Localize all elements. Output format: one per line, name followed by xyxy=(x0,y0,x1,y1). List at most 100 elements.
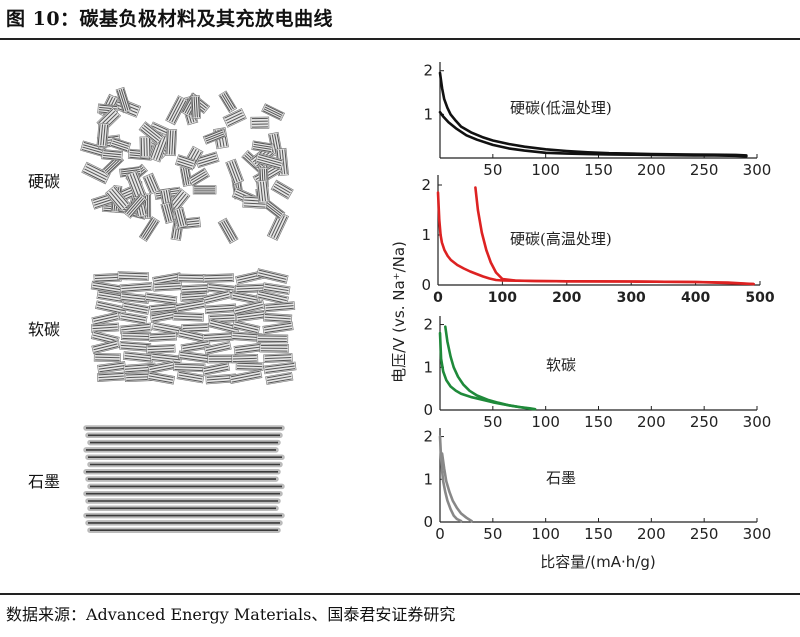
figure-title: 图 10：碳基负极材料及其充放电曲线 xyxy=(6,8,334,30)
y-tick-label: 2 xyxy=(423,62,433,80)
graphite-stack xyxy=(207,318,241,335)
x-tick-label: 300 xyxy=(743,525,772,543)
graphite-stack xyxy=(264,301,296,313)
graphite-stack xyxy=(139,136,152,158)
series-line-2 xyxy=(440,452,474,523)
x-tick-label: 300 xyxy=(617,290,646,306)
graphite-stack xyxy=(265,371,294,385)
label-soft-carbon: 软碳 xyxy=(28,320,61,339)
x-tick-label: 150 xyxy=(584,413,613,431)
y-tick-label: 1 xyxy=(423,105,433,123)
graphite-stack xyxy=(90,280,123,295)
data-source: 数据来源：Advanced Energy Materials、国泰君安证券研究 xyxy=(6,605,456,624)
graphite-stack xyxy=(192,185,217,195)
graphite-stack xyxy=(105,185,131,212)
x-tick-label: 200 xyxy=(552,290,581,306)
graphite-stack xyxy=(121,301,150,315)
graphite-stack xyxy=(222,108,247,128)
curve-annotation: 石墨 xyxy=(546,469,576,487)
graphite-stack xyxy=(179,165,193,187)
graphite-stack xyxy=(202,128,227,145)
x-tick-label: 200 xyxy=(637,161,666,179)
graphite-stack xyxy=(173,362,206,373)
graphite-stack xyxy=(123,193,148,219)
graphite-stack xyxy=(93,272,122,283)
graphite-stack xyxy=(172,206,188,229)
graphite-stack xyxy=(256,179,270,204)
graphite-stack xyxy=(205,373,237,385)
graphite-stack xyxy=(263,353,293,364)
graphite-stack xyxy=(202,273,235,283)
graphite-stack xyxy=(218,90,238,114)
y-tick-label: 1 xyxy=(423,358,433,376)
graphite-stack xyxy=(101,148,124,162)
graphite-stack xyxy=(229,369,263,384)
graphite-stack xyxy=(217,217,239,244)
graphite-stack xyxy=(255,152,285,170)
soft-carbon-illustration xyxy=(90,268,297,385)
graphite-stack xyxy=(207,354,237,364)
graphite-stack xyxy=(146,343,176,354)
structure-illustrations xyxy=(80,86,297,533)
curve-annotation: 软碳 xyxy=(546,356,576,374)
graphite-stack xyxy=(235,361,264,371)
graphite-stack xyxy=(259,343,289,353)
graphite-stack xyxy=(230,331,263,343)
graphite-stack xyxy=(261,103,285,121)
curve-annotation: 硬碳(高温处理) xyxy=(510,230,612,248)
chart-panel-1: 50 100 150 200 250 300 1 2 硬碳(低温处理) xyxy=(423,62,771,179)
graphite-stack xyxy=(96,122,110,148)
graphite-stack xyxy=(172,311,204,322)
series-line-2 xyxy=(438,110,748,158)
graphite-stack xyxy=(176,370,205,384)
graphite-stack xyxy=(165,95,188,126)
graphite-stack xyxy=(174,154,197,171)
x-tick-label: 100 xyxy=(531,525,560,543)
graphite-stack xyxy=(190,95,201,119)
x-tick-label: 250 xyxy=(690,525,719,543)
graphite-stack xyxy=(97,361,127,374)
curve-annotation: 硬碳(低温处理) xyxy=(510,99,612,117)
graphite-stack xyxy=(148,331,178,342)
graphite-stack xyxy=(165,128,178,157)
hard-carbon-illustration xyxy=(80,86,294,244)
label-graphite: 石墨 xyxy=(28,472,61,491)
graphite-stack xyxy=(225,158,245,185)
graphite-stack xyxy=(255,289,289,306)
x-tick-label: 150 xyxy=(584,161,613,179)
graphite-stack xyxy=(109,136,132,153)
graphite-stack xyxy=(96,371,126,382)
graphite-stack xyxy=(262,282,291,296)
graphite-stack xyxy=(117,271,149,281)
x-tick-label: 250 xyxy=(690,413,719,431)
graphite-stack xyxy=(96,290,125,304)
graphite-stack xyxy=(90,322,120,333)
graphite-stack xyxy=(235,309,267,323)
graphite-stack xyxy=(180,291,208,302)
graphite-stack xyxy=(91,311,120,326)
x-tick-label: 500 xyxy=(745,290,774,306)
graphite-stack xyxy=(187,167,210,187)
x-tick-label: 150 xyxy=(584,525,613,543)
graphite-stack xyxy=(152,281,183,292)
graphite-stack xyxy=(125,170,147,201)
graphite-stack xyxy=(201,362,231,376)
graphite-stack xyxy=(93,352,122,363)
graphite-stack xyxy=(256,268,289,284)
graphite-stack xyxy=(232,320,261,335)
graphite-stack xyxy=(144,292,178,305)
x-tick-label: 250 xyxy=(690,161,719,179)
chart-panel-2: 0 100 200 300 400 500 0 1 2 硬碳(高温处理) 电压/V (vs. Na⁺… xyxy=(390,175,775,383)
y-tick-label: 1 xyxy=(421,226,431,244)
graphite-stack xyxy=(118,311,148,325)
x-tick-label: 50 xyxy=(483,161,502,179)
graphite-stack xyxy=(202,332,234,343)
graphite-stack xyxy=(203,340,232,356)
graphite-stack xyxy=(233,342,262,355)
x-tick-label: 200 xyxy=(637,525,666,543)
x-tick-label: 50 xyxy=(483,413,502,431)
y-tick-label: 0 xyxy=(423,513,433,531)
graphite-stack xyxy=(120,331,152,342)
